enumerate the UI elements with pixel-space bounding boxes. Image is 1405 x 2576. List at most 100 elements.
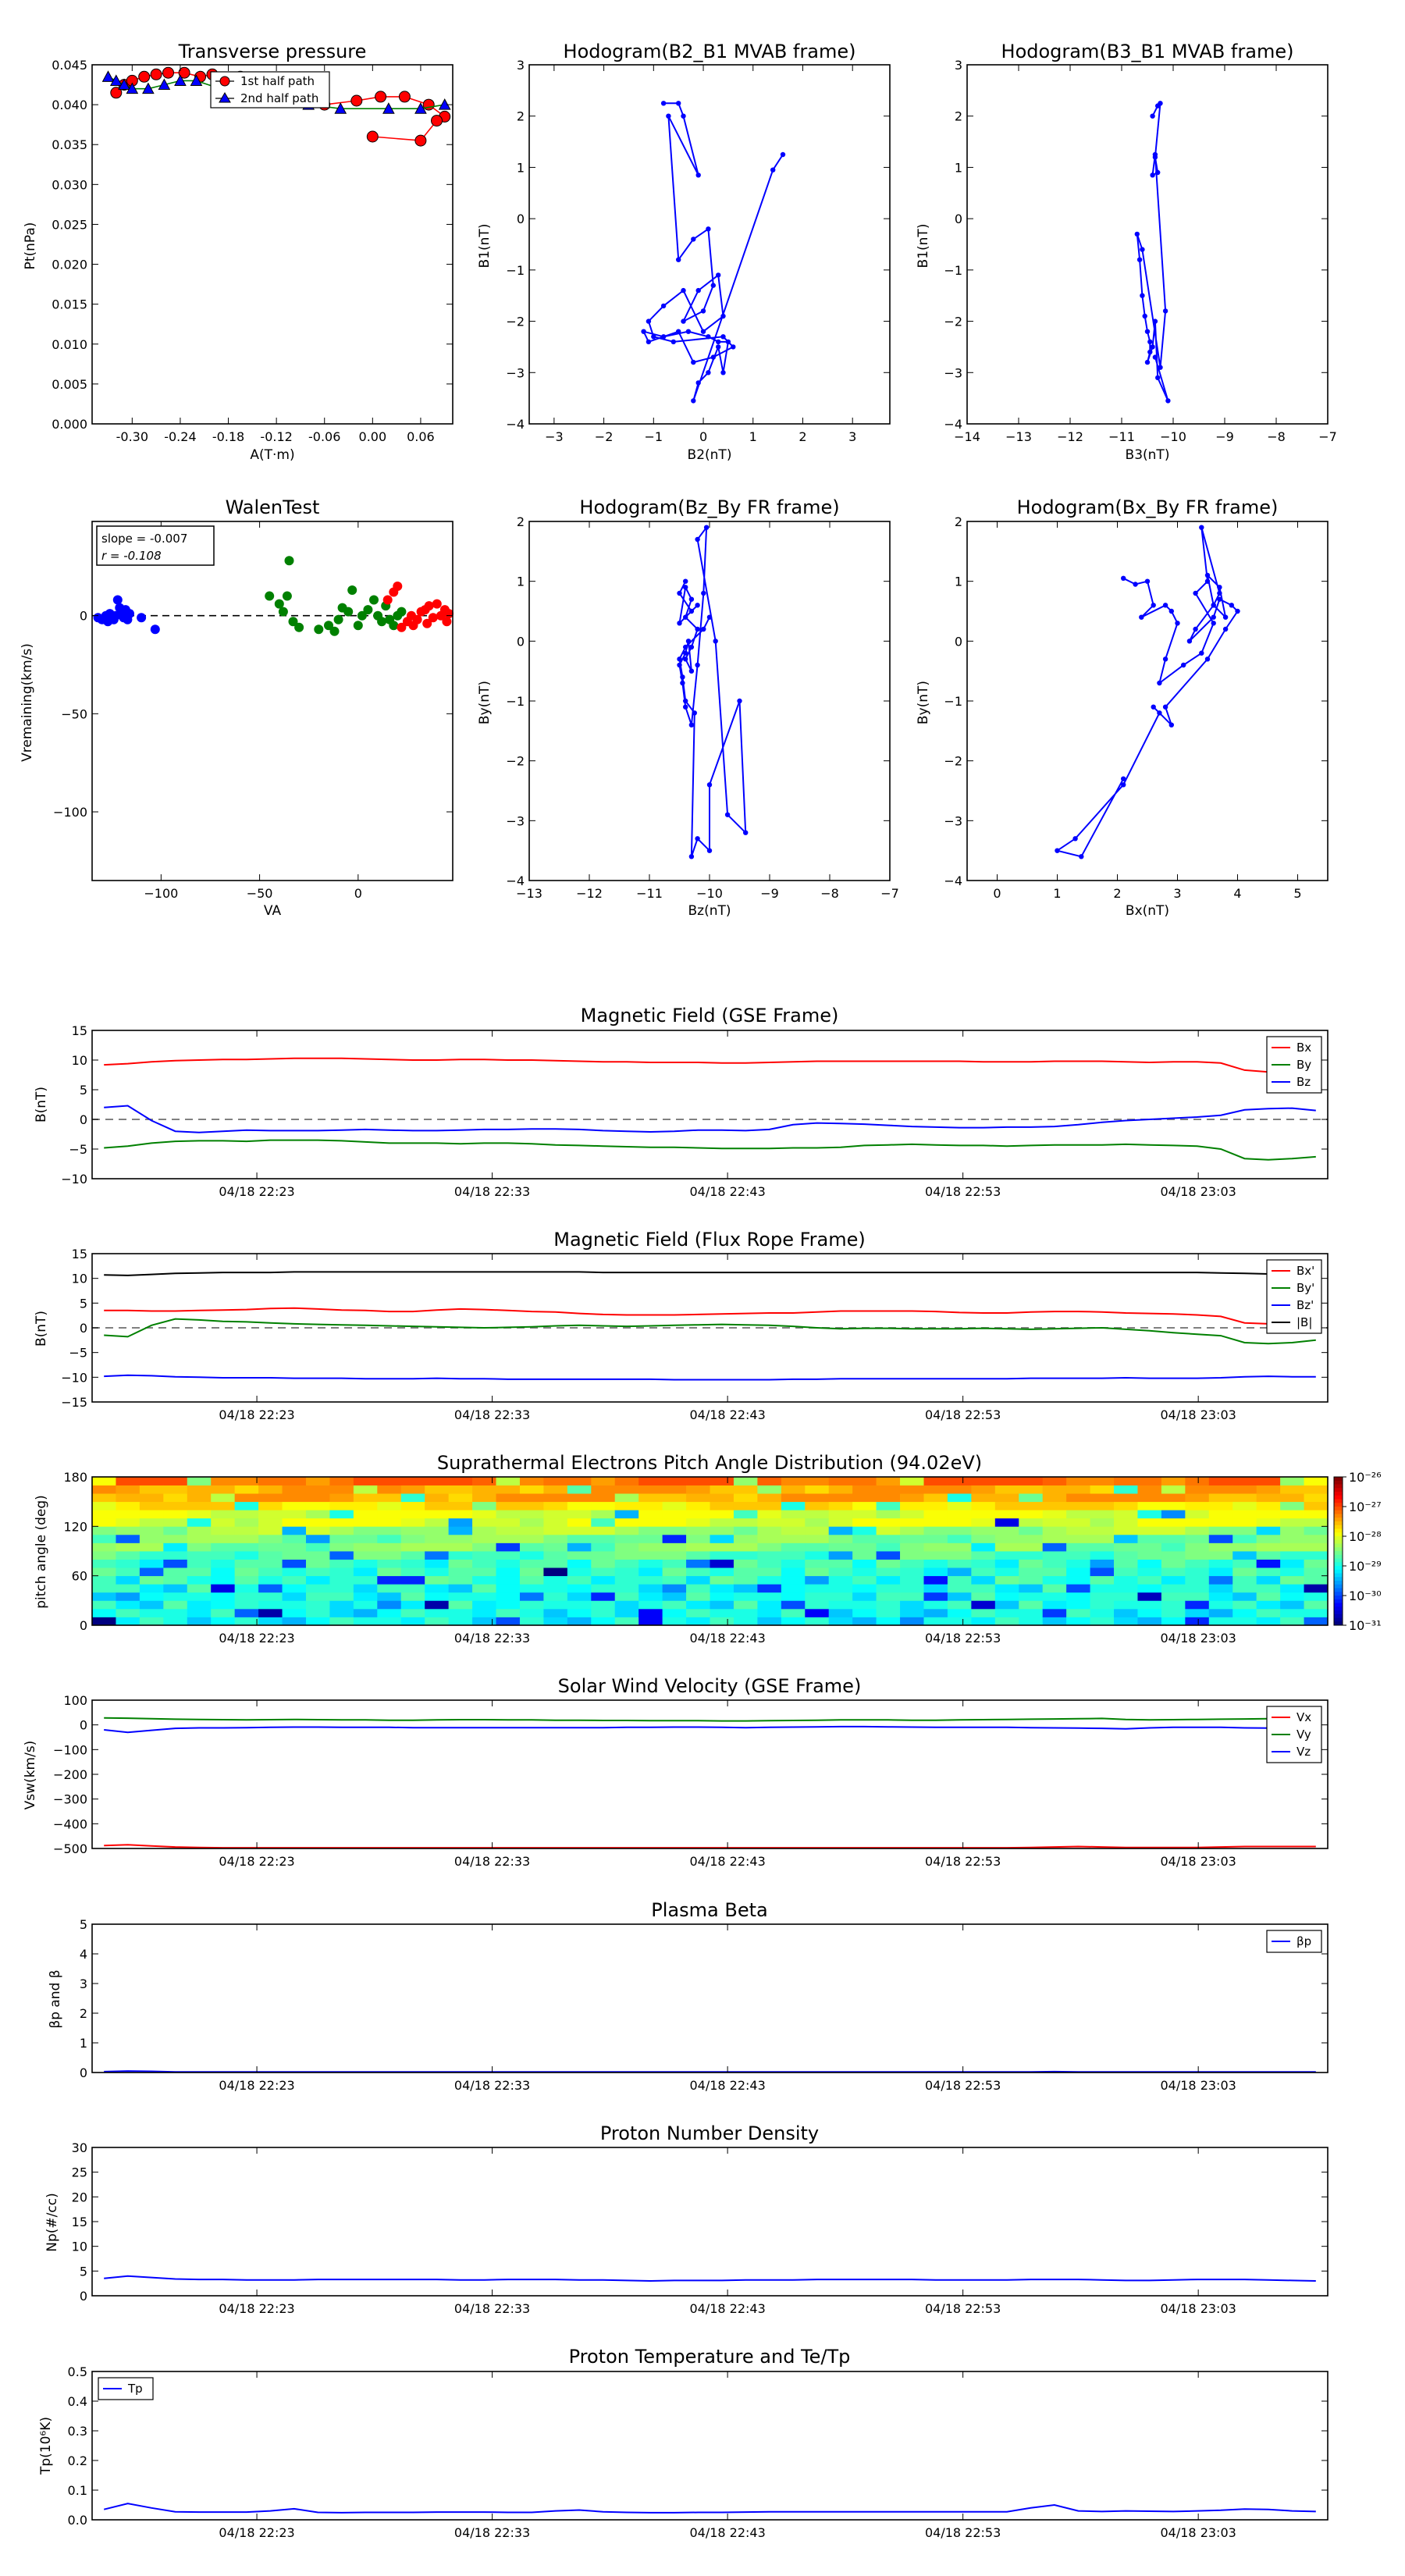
heatmap-cell (1280, 1477, 1304, 1485)
data-point (1158, 101, 1163, 106)
heatmap-cell (234, 1477, 259, 1485)
heatmap-cell (614, 1477, 639, 1485)
heatmap-cell (353, 1510, 378, 1519)
heatmap-cell (852, 1493, 877, 1503)
y-tick-label: −300 (53, 1792, 87, 1807)
x-tick-label: −100 (144, 886, 178, 901)
heatmap-cell (1185, 1567, 1210, 1577)
heatmap-cell (163, 1567, 188, 1577)
plot-area-vsw: −500 −400 −300 −200 −100 0 100 04/18 22:23 04/18… (53, 1693, 1329, 1869)
data-point (1140, 293, 1145, 298)
data-point (695, 836, 700, 841)
heatmap-cell (638, 1534, 663, 1543)
heatmap-cell (947, 1551, 972, 1560)
heatmap-cell (448, 1542, 473, 1552)
data-point (363, 605, 373, 615)
data-point (389, 621, 399, 631)
heatmap-cell (1232, 1493, 1257, 1503)
heatmap-cell (400, 1510, 425, 1519)
heatmap-cell (805, 1592, 830, 1601)
heatmap-cell (1304, 1477, 1329, 1485)
heatmap-cell (1066, 1559, 1090, 1568)
heatmap-cell (757, 1592, 782, 1601)
heatmap-cell (923, 1542, 948, 1552)
heatmap-cell (947, 1617, 972, 1626)
heatmap-cell (662, 1592, 687, 1601)
data-point (369, 595, 379, 605)
heatmap-cell (448, 1501, 473, 1510)
plot-area-pad: 10⁻²⁶ 10⁻²⁷ 10⁻²⁸ 10⁻²⁹ 10⁻³⁰ 10⁻³¹ 0 60 120 180 0… (63, 1470, 1381, 1646)
heatmap-cell (900, 1542, 924, 1552)
heatmap-cell (116, 1617, 140, 1626)
heatmap-cell (377, 1592, 402, 1601)
data-point (695, 380, 701, 386)
heatmap-cell (710, 1551, 735, 1560)
data-point (706, 370, 711, 375)
heatmap-cell (353, 1485, 378, 1494)
panel-proton-temperature: Proton Temperature and Te/Tp Tp(10⁶K) 0.… (38, 2346, 1329, 2540)
data-point (109, 74, 123, 86)
heatmap-cell (543, 1600, 568, 1610)
chart-title: Magnetic Field (GSE Frame) (581, 1005, 839, 1026)
heatmap-cell (900, 1559, 924, 1568)
heatmap-cell (496, 1485, 521, 1494)
x-tick-label: −50 (247, 886, 273, 901)
heatmap-cell (1232, 1526, 1257, 1535)
heatmap-cell (92, 1477, 116, 1485)
heatmap-cell (496, 1510, 521, 1519)
heatmap-cell (1232, 1485, 1257, 1494)
heatmap-cell (377, 1485, 402, 1494)
heatmap-cell (1137, 1510, 1162, 1519)
heatmap-cell (258, 1617, 283, 1626)
heatmap-cell (400, 1600, 425, 1610)
heatmap-cell (282, 1600, 307, 1610)
heatmap-cell (1232, 1584, 1257, 1593)
heatmap-cell (329, 1510, 354, 1519)
data-point (700, 329, 706, 334)
axes-frame (91, 1476, 1329, 1626)
y-tick-label: 15 (72, 1247, 87, 1261)
colorbar-segment (1334, 1495, 1343, 1500)
y-tick-label: −5 (69, 1142, 87, 1157)
data-point (695, 173, 701, 178)
data-point (174, 74, 187, 86)
heatmap-cell (614, 1526, 639, 1535)
data-point (688, 668, 695, 674)
heatmap-cell (1090, 1517, 1115, 1527)
heatmap-cell (305, 1575, 330, 1585)
heatmap-cell (543, 1493, 568, 1503)
heatmap-cell (92, 1526, 116, 1535)
y-tick-label: −4 (944, 417, 962, 432)
heatmap-cell (258, 1485, 283, 1494)
heatmap-cell (805, 1501, 830, 1510)
x-tick-label: −7 (880, 886, 899, 901)
heatmap-cell (1256, 1608, 1281, 1617)
heatmap-cell (710, 1501, 735, 1510)
data-point (324, 621, 333, 631)
heatmap-cell (519, 1567, 544, 1577)
heatmap-cell (1304, 1526, 1329, 1535)
heatmap-cell (781, 1592, 806, 1601)
heatmap-cell (900, 1501, 924, 1510)
data-point (1235, 608, 1240, 614)
x-axis-label: VA (264, 903, 282, 919)
heatmap-cell (971, 1485, 996, 1494)
y-tick-label: 0.015 (52, 297, 87, 312)
heatmap-cell (1161, 1517, 1186, 1527)
heatmap-cell (1090, 1567, 1115, 1577)
heatmap-cell (781, 1501, 806, 1510)
heatmap-cell (1208, 1559, 1233, 1568)
heatmap-cell (567, 1575, 592, 1585)
y-tick-label: 3 (955, 58, 962, 73)
colorbar-segment (1334, 1477, 1343, 1482)
colorbar-segment (1334, 1539, 1343, 1544)
y-tick-label: 15 (72, 1023, 87, 1038)
data-point (178, 66, 190, 79)
heatmap-cell (496, 1551, 521, 1560)
heatmap-cell (1019, 1551, 1044, 1560)
plot-area-mag_gse: −10 −5 0 5 10 15 04/18 22:23 04/18 22:33 04/18 2… (61, 1023, 1329, 1199)
y-axis-label: pitch angle (deg) (34, 1495, 49, 1609)
data-point (333, 614, 343, 624)
heatmap-cell (258, 1493, 283, 1503)
heatmap-cell (1066, 1501, 1090, 1510)
